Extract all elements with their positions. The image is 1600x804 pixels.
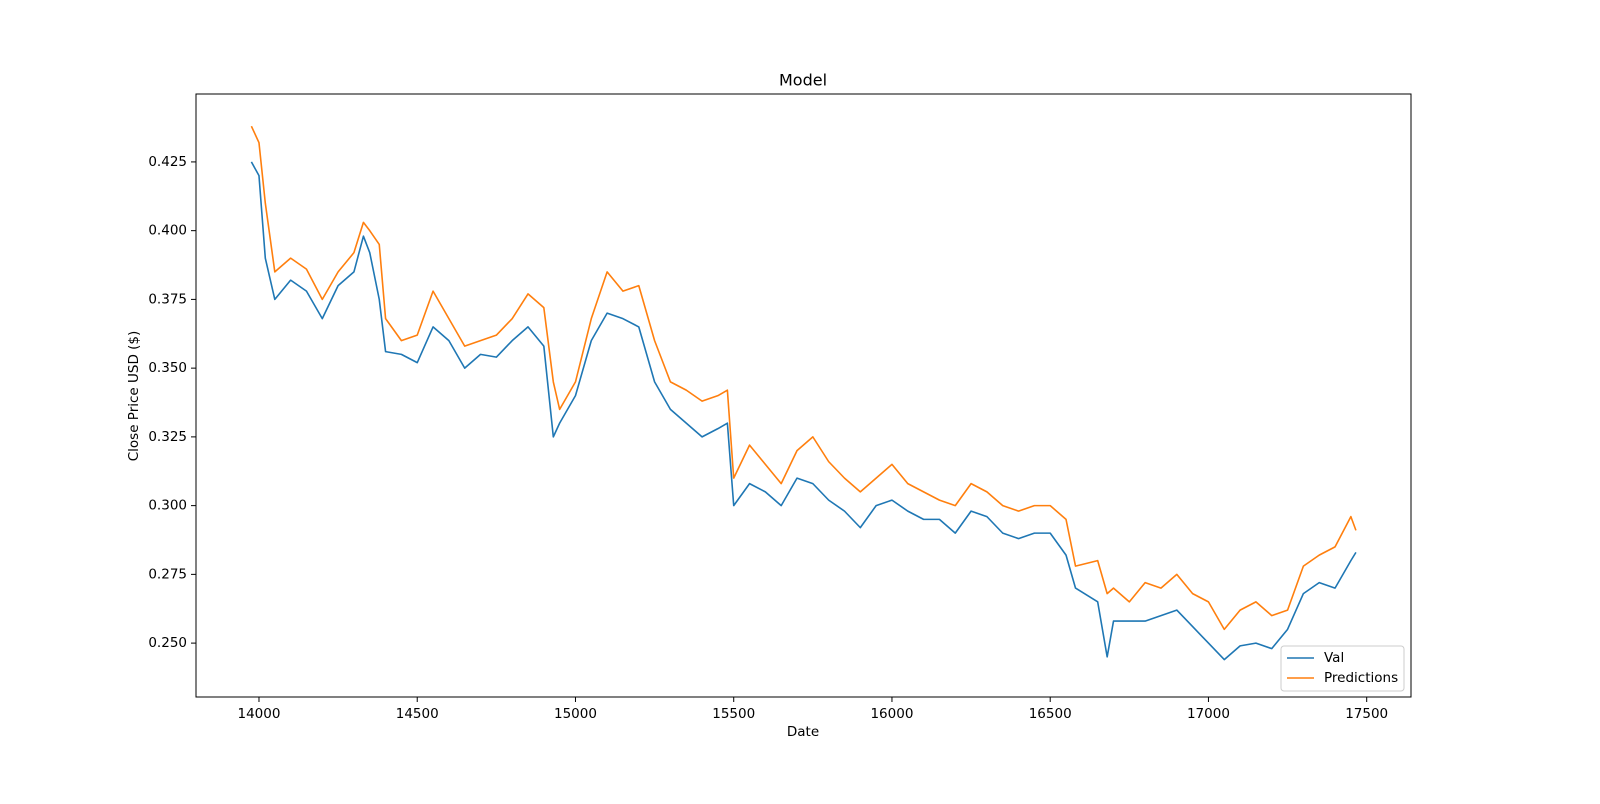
x-tick-label: 15500 xyxy=(712,706,755,722)
data-line xyxy=(250,125,1357,631)
data-line xyxy=(250,161,1357,661)
chart-title: Model xyxy=(779,71,827,90)
x-tick-label: 17500 xyxy=(1345,706,1388,722)
y-tick-label: 0.250 xyxy=(148,635,187,651)
x-axis-label: Date xyxy=(787,724,819,740)
x-tick-label: 14000 xyxy=(238,706,281,722)
y-tick-label: 0.275 xyxy=(148,566,187,582)
y-tick-label: 0.425 xyxy=(148,154,187,170)
y-tick-label: 0.325 xyxy=(148,429,187,445)
y-tick-label: 0.375 xyxy=(148,291,187,307)
plot-frame xyxy=(195,93,1412,698)
legend-label: Val xyxy=(1324,650,1344,666)
x-tick-label: 16000 xyxy=(870,706,913,722)
x-tick-label: 17000 xyxy=(1187,706,1230,722)
y-axis-label: Close Price USD ($) xyxy=(126,331,142,462)
x-tick-label: 16500 xyxy=(1029,706,1072,722)
y-tick-label: 0.350 xyxy=(148,360,187,376)
y-tick-label: 0.400 xyxy=(148,223,187,239)
x-tick-label: 14500 xyxy=(396,706,439,722)
y-tick-label: 0.300 xyxy=(148,498,187,514)
legend-label: Predictions xyxy=(1324,670,1398,686)
x-tick-label: 15000 xyxy=(554,706,597,722)
